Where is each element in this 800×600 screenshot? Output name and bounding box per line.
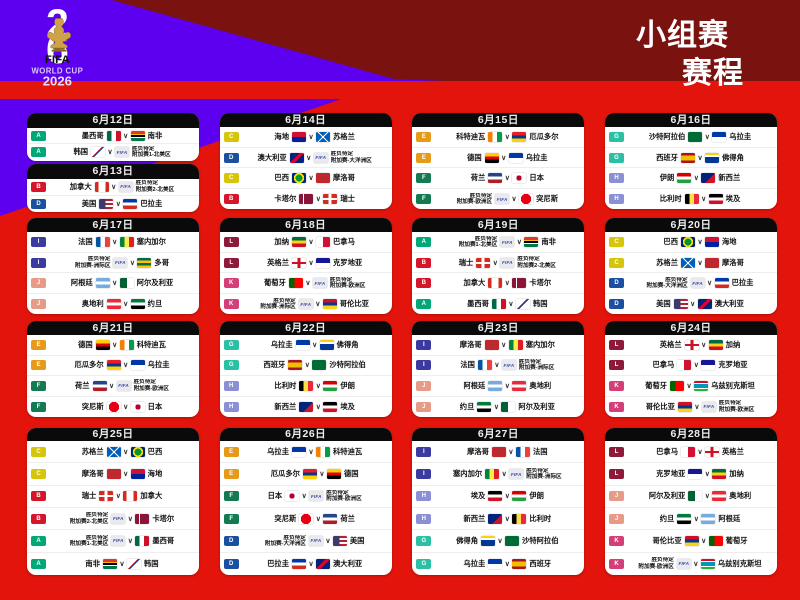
svg-text:2026: 2026 [43, 73, 72, 88]
svg-text:FIFA: FIFA [45, 54, 70, 66]
